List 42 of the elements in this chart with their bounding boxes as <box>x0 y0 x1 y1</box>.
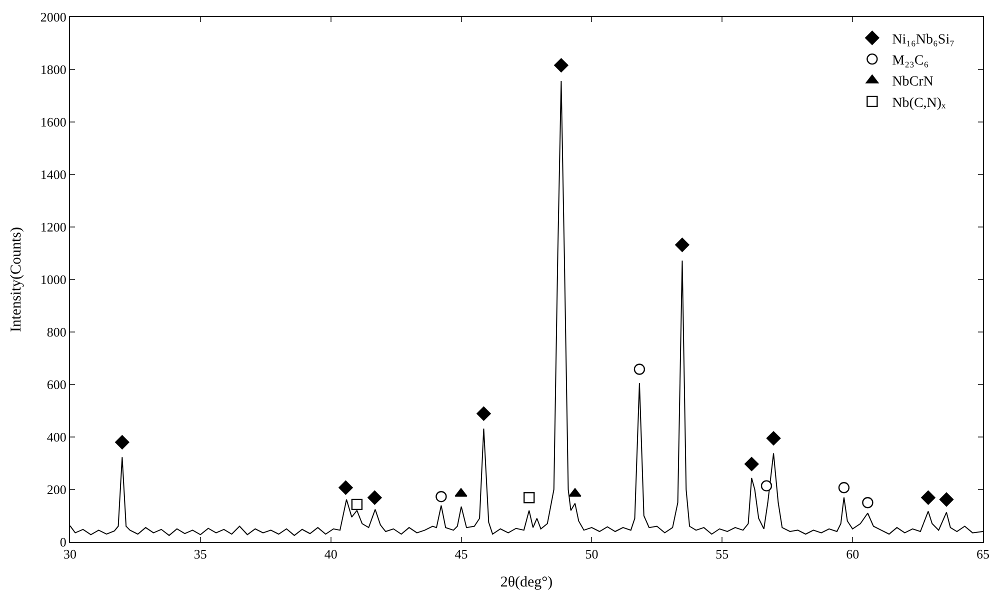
y-tick-label: 1200 <box>40 220 66 235</box>
y-tick-label: 0 <box>60 534 66 550</box>
point <box>862 497 874 508</box>
x-tick-label: 30 <box>64 546 76 562</box>
y-tick-label: 800 <box>46 324 66 340</box>
point <box>368 490 382 505</box>
point <box>338 480 353 495</box>
x-axis-title: 2θ(deg°) <box>500 574 553 591</box>
point <box>476 406 491 421</box>
y-tick-label: 1000 <box>40 272 66 288</box>
point <box>921 490 936 505</box>
point <box>675 238 690 252</box>
y-tick-label: 1600 <box>40 114 66 130</box>
point <box>351 498 363 510</box>
point <box>115 435 130 450</box>
x-tick-label: 35 <box>194 546 207 562</box>
legend-label: NbCrN <box>892 74 934 90</box>
point <box>766 431 781 446</box>
point <box>524 492 535 504</box>
x-tick-label: 65 <box>976 546 990 562</box>
y-axis-title: Intensity(Counts) <box>8 227 25 332</box>
point <box>939 492 954 507</box>
legend-label: Nb(C,N)ₓ <box>892 96 947 111</box>
y-tick-label: 1400 <box>40 167 66 182</box>
y-tick-label: 200 <box>46 482 66 498</box>
point <box>838 482 850 494</box>
y-tick-label: 400 <box>46 430 66 445</box>
point <box>634 364 646 375</box>
y-tick-label: 2000 <box>40 10 66 25</box>
x-tick-label: 45 <box>454 546 468 562</box>
point <box>744 456 759 472</box>
x-tick-label: 40 <box>324 546 338 562</box>
y-tick-label: 600 <box>46 377 66 392</box>
point <box>436 490 447 502</box>
x-tick-label: 55 <box>716 546 729 562</box>
x-tick-label: 60 <box>846 546 860 562</box>
point <box>554 58 568 72</box>
x-tick-label: 50 <box>585 546 598 562</box>
y-tick-label: 1800 <box>40 62 66 78</box>
point <box>760 480 772 492</box>
legend-label: Ni₁₆Nb₆Si₇ <box>892 32 955 48</box>
legend-label: M₂₃C₆ <box>892 54 929 69</box>
